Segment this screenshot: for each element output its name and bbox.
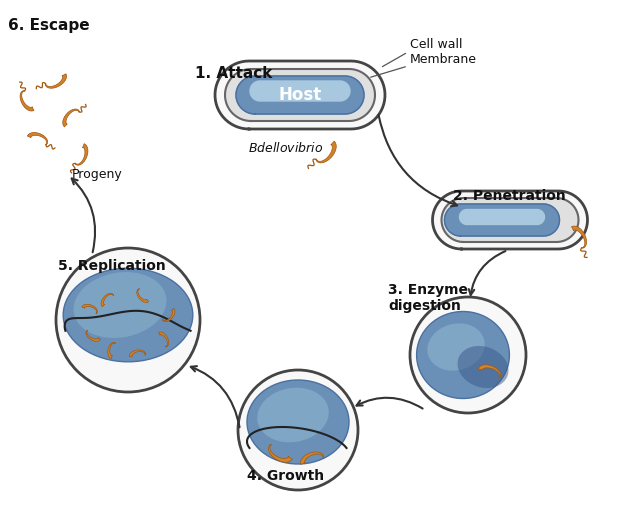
Circle shape: [56, 248, 200, 392]
Polygon shape: [108, 342, 116, 359]
Text: 3. Enzyme
digestion: 3. Enzyme digestion: [388, 283, 468, 313]
Polygon shape: [445, 204, 559, 236]
Text: 5. Replication: 5. Replication: [58, 259, 165, 273]
Ellipse shape: [417, 312, 509, 399]
Polygon shape: [316, 141, 337, 163]
Polygon shape: [82, 305, 98, 314]
Polygon shape: [215, 61, 385, 129]
Ellipse shape: [63, 268, 193, 362]
Polygon shape: [460, 209, 544, 224]
Ellipse shape: [458, 346, 509, 388]
Polygon shape: [442, 198, 578, 242]
Polygon shape: [269, 444, 292, 462]
Text: 4. Growth: 4. Growth: [247, 469, 324, 483]
Text: 2. Penetration: 2. Penetration: [453, 189, 566, 203]
Text: Cell wall: Cell wall: [410, 38, 463, 51]
Polygon shape: [101, 293, 114, 307]
Polygon shape: [137, 288, 149, 302]
Polygon shape: [45, 74, 67, 88]
Polygon shape: [225, 69, 375, 121]
Text: Host: Host: [279, 86, 322, 104]
Polygon shape: [162, 308, 175, 322]
Text: Membrane: Membrane: [410, 53, 477, 66]
Circle shape: [238, 370, 358, 490]
Polygon shape: [20, 90, 34, 111]
Circle shape: [410, 297, 526, 413]
Polygon shape: [63, 109, 80, 127]
Ellipse shape: [427, 323, 485, 371]
Polygon shape: [432, 191, 587, 249]
Ellipse shape: [258, 388, 329, 443]
Polygon shape: [250, 81, 350, 101]
Polygon shape: [75, 144, 88, 165]
Polygon shape: [129, 350, 146, 356]
Text: 1. Attack: 1. Attack: [195, 66, 272, 81]
Ellipse shape: [73, 272, 167, 338]
Polygon shape: [27, 132, 48, 145]
Text: $\it{Bdellovibrio}$: $\it{Bdellovibrio}$: [248, 141, 323, 155]
Polygon shape: [300, 452, 324, 464]
Text: 6. Escape: 6. Escape: [8, 18, 90, 33]
Ellipse shape: [247, 380, 349, 464]
Polygon shape: [159, 332, 169, 347]
Polygon shape: [572, 226, 587, 248]
Polygon shape: [236, 76, 364, 114]
Polygon shape: [86, 330, 101, 341]
Polygon shape: [478, 365, 501, 378]
Text: Progeny: Progeny: [72, 168, 123, 181]
